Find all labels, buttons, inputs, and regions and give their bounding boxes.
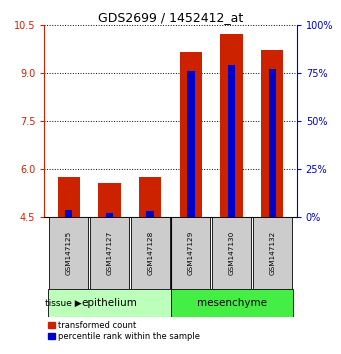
Legend: transformed count, percentile rank within the sample: transformed count, percentile rank withi… [48,321,201,341]
Bar [139,177,161,217]
Text: GSM147132: GSM147132 [269,231,275,275]
Bar [187,71,194,217]
Bar [180,52,202,217]
Bar [269,69,276,217]
Text: GSM147130: GSM147130 [228,231,235,275]
Bar [147,211,154,217]
Text: GSM147128: GSM147128 [147,231,153,275]
Text: mesenchyme: mesenchyme [196,298,267,308]
Text: GSM147127: GSM147127 [106,231,113,275]
Bar [212,217,251,289]
Bar [98,183,121,217]
Bar [90,217,129,289]
Bar [220,34,243,217]
Text: epithelium: epithelium [81,298,137,308]
Bar [171,217,210,289]
Bar [253,217,292,289]
Text: tissue ▶: tissue ▶ [45,298,82,307]
Bar [58,177,80,217]
Bar [228,65,235,217]
Text: GSM147129: GSM147129 [188,231,194,275]
Title: GDS2699 / 1452412_at: GDS2699 / 1452412_at [98,11,243,24]
Bar [49,217,88,289]
Text: GSM147125: GSM147125 [66,231,72,275]
Bar [261,50,283,217]
Bar [131,217,170,289]
Bar [65,210,72,217]
Bar [48,289,170,317]
Bar [106,213,113,217]
Bar [170,289,293,317]
